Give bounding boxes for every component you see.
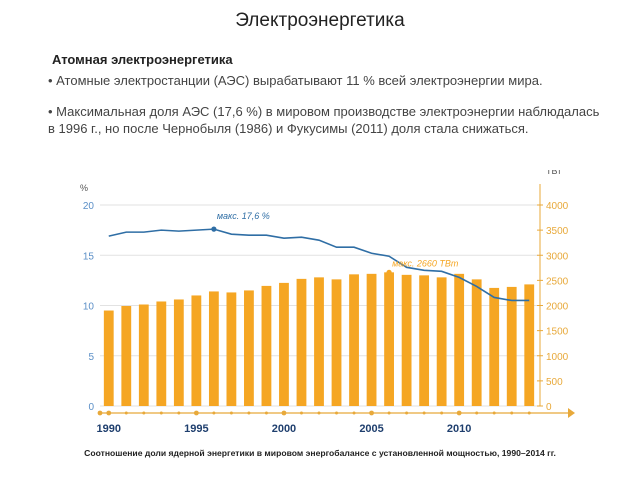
bullet-aes-share: • Атомные электростанции (АЭС) вырабатыв… bbox=[48, 73, 543, 88]
year-dot-2012 bbox=[492, 411, 496, 415]
bar-1995 bbox=[191, 295, 202, 406]
year-dot-1997 bbox=[229, 411, 233, 415]
left-tick-label: 20 bbox=[83, 201, 95, 212]
max-share-marker bbox=[211, 226, 217, 232]
line-series bbox=[108, 228, 530, 302]
x-tick-label: 1995 bbox=[184, 423, 208, 435]
right-tick-label: 4000 bbox=[546, 201, 569, 212]
bar-2014 bbox=[524, 284, 535, 406]
left-axis-unit: % bbox=[80, 183, 88, 193]
year-dot-1992 bbox=[142, 411, 146, 415]
max-twh-annotation: макс. 2660 ТВт bbox=[392, 258, 459, 268]
bar-2013 bbox=[506, 286, 517, 406]
bottom-axis-arrow bbox=[568, 408, 575, 418]
bar-1992 bbox=[138, 304, 149, 406]
year-dot-2011 bbox=[475, 411, 479, 415]
bar-1991 bbox=[121, 306, 132, 406]
year-dot-1996 bbox=[212, 411, 216, 415]
year-dot-2013 bbox=[510, 411, 514, 415]
year-dot-1993 bbox=[159, 411, 163, 415]
bullet-max-share: • Максимальная доля АЭС (17,6 %) в миров… bbox=[48, 104, 600, 136]
right-tick-label: 2500 bbox=[546, 276, 569, 287]
year-dot-1991 bbox=[124, 411, 128, 415]
left-tick-label: 5 bbox=[88, 352, 94, 363]
bar-2004 bbox=[349, 274, 359, 406]
max-twh-marker bbox=[386, 269, 392, 275]
axis-origin-dot bbox=[97, 410, 103, 416]
right-axis-unit: ТВт bbox=[546, 170, 561, 176]
year-dot-2002 bbox=[317, 411, 321, 415]
year-dot-2005 bbox=[369, 410, 374, 416]
bar-2006 bbox=[384, 272, 394, 406]
year-dot-1995 bbox=[193, 410, 199, 416]
right-tick-label: 0 bbox=[546, 402, 552, 413]
bar-1994 bbox=[173, 299, 184, 406]
year-dot-2008 bbox=[422, 411, 426, 415]
year-dot-2014 bbox=[527, 411, 531, 415]
year-dot-1999 bbox=[264, 411, 268, 415]
nuclear-energy-chart: 0 5 10 15 20% 0 500 1000 1500 2000 2500 3000 3500 400… bbox=[80, 170, 575, 435]
x-tick-label: 1990 bbox=[97, 423, 121, 435]
bar-1999 bbox=[261, 285, 272, 406]
right-tick-label: 500 bbox=[546, 377, 563, 388]
x-tick-label: 2005 bbox=[359, 423, 383, 435]
x-tick-label: 2010 bbox=[447, 423, 471, 435]
year-dot-2004 bbox=[352, 411, 356, 415]
bar-2012 bbox=[489, 287, 500, 406]
left-tick-label: 10 bbox=[83, 302, 95, 313]
right-tick-label: 3500 bbox=[546, 226, 569, 237]
year-dot-2006 bbox=[387, 411, 391, 415]
bar-2011 bbox=[471, 279, 482, 406]
right-tick-label: 3000 bbox=[546, 251, 569, 262]
axes bbox=[97, 184, 575, 418]
right-tick-label: 2000 bbox=[546, 302, 569, 313]
bar-2009 bbox=[436, 277, 447, 406]
right-tick-label: 1500 bbox=[546, 327, 569, 338]
bar-1997 bbox=[226, 292, 237, 406]
bar-1990 bbox=[103, 310, 114, 406]
bar-1993 bbox=[156, 301, 167, 406]
x-tick-label: 2000 bbox=[272, 423, 296, 435]
year-dot-2000 bbox=[281, 410, 287, 416]
right-tick-label: 1000 bbox=[546, 352, 569, 363]
bar-2001 bbox=[296, 278, 307, 406]
annotations: макс. 17,6 % макс. 2660 ТВт bbox=[211, 211, 459, 275]
bar-2000 bbox=[279, 282, 289, 406]
chart-caption: Соотношение доли ядерной энергетики в ми… bbox=[84, 448, 556, 458]
year-dot-2007 bbox=[405, 411, 409, 415]
left-tick-label: 15 bbox=[83, 251, 95, 262]
year-dot-2001 bbox=[299, 411, 303, 415]
year-dot-2009 bbox=[440, 411, 444, 415]
year-dot-1994 bbox=[177, 411, 181, 415]
max-share-annotation: макс. 17,6 % bbox=[217, 211, 270, 221]
bar-1996 bbox=[208, 291, 219, 406]
bar-2005 bbox=[366, 273, 377, 406]
share-line bbox=[108, 228, 530, 302]
year-dot-1998 bbox=[247, 411, 251, 415]
bar-2003 bbox=[331, 279, 342, 406]
bar-2002 bbox=[314, 277, 324, 406]
bar-2008 bbox=[419, 275, 430, 406]
year-dot-1990 bbox=[106, 410, 112, 416]
bar-1998 bbox=[244, 290, 254, 406]
slide-subtitle: Атомная электроэнергетика bbox=[52, 52, 233, 67]
slide-title: Электроэнергетика bbox=[235, 10, 405, 31]
year-dot-2010 bbox=[456, 410, 462, 416]
year-dot-2003 bbox=[335, 411, 339, 415]
bar-2007 bbox=[401, 274, 412, 406]
left-tick-label: 0 bbox=[88, 402, 94, 413]
bar-series bbox=[103, 272, 535, 406]
axis-labels: 0 5 10 15 20% 0 500 1000 1500 2000 2500 3000 3500 400… bbox=[80, 170, 569, 435]
bar-2010 bbox=[454, 273, 465, 406]
